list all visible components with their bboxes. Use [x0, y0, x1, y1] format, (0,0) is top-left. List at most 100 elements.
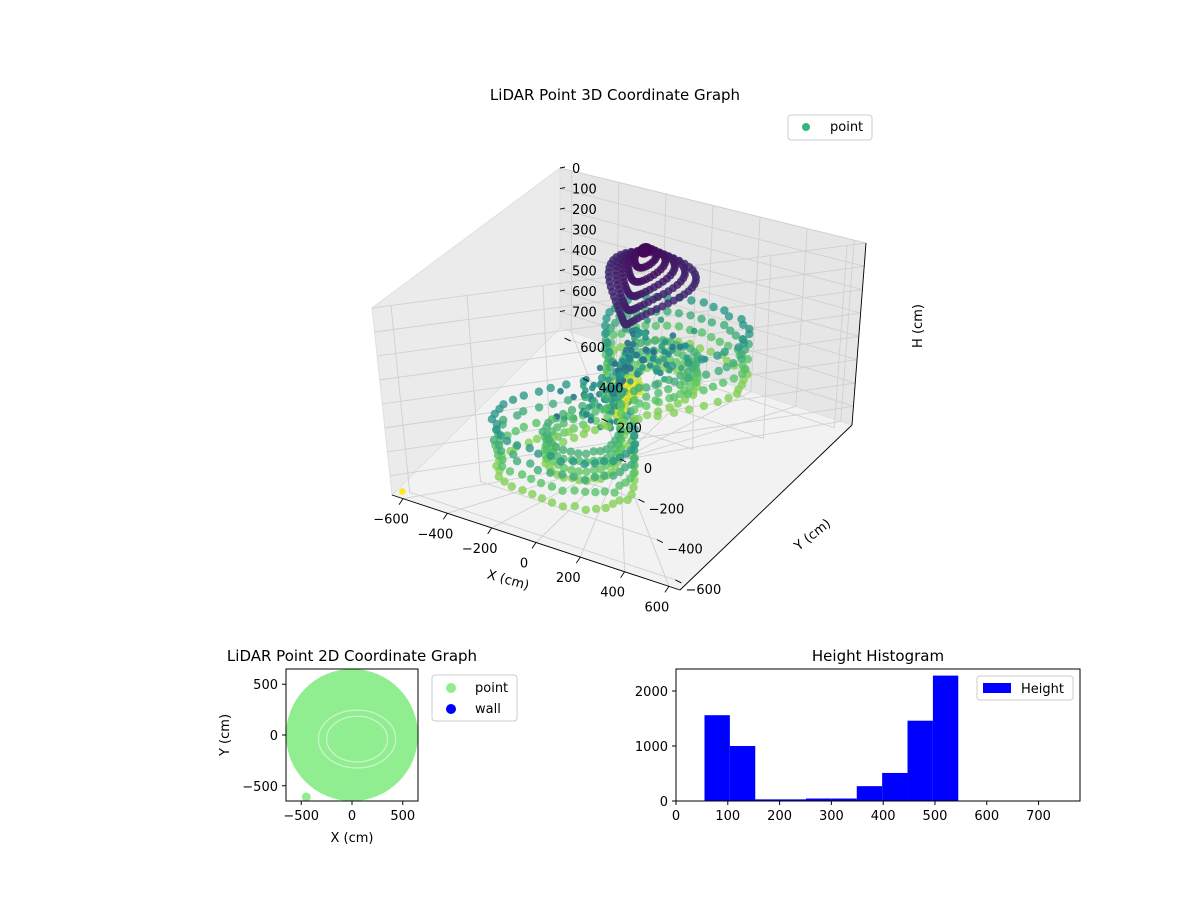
point-3d [558, 486, 567, 495]
grid-line-y [466, 295, 658, 541]
point-3d [570, 393, 577, 401]
point-3d [527, 474, 536, 484]
point-3d [709, 302, 718, 312]
point-3d [621, 478, 630, 487]
histogram-bar [729, 746, 756, 801]
histogram-bar [831, 798, 857, 801]
point-3d [644, 317, 651, 325]
tick-label-3d-x: −600 [373, 513, 409, 528]
point-3d [538, 427, 547, 436]
tick-3d-x [620, 571, 625, 578]
point-3d [542, 445, 552, 454]
point-3d [492, 419, 501, 429]
point-3d [615, 496, 624, 505]
point-3d [663, 307, 672, 316]
tick-label-3d-h: 400 [572, 244, 597, 259]
point-3d [708, 382, 718, 391]
point-3d [706, 347, 716, 356]
point-3d [583, 411, 590, 418]
point-3d [518, 486, 527, 495]
point-3d [569, 472, 578, 481]
point-3d [678, 364, 685, 372]
point-3d [642, 346, 649, 353]
tick-3d-h [559, 248, 566, 251]
tick-label-3d-x: −400 [418, 527, 454, 542]
chart-3d-points [399, 242, 754, 515]
point-3d [569, 457, 578, 466]
chart-2d-legend-point-marker [446, 683, 456, 693]
point-3d [605, 376, 612, 384]
chart-3d-legend-marker [802, 123, 810, 131]
point-3d [591, 488, 600, 497]
axis-3d-h-line [851, 242, 867, 426]
axes-frame-histogram [675, 668, 1081, 802]
point-3d [639, 249, 648, 258]
tick-3d-y [619, 458, 627, 463]
point-3d [536, 478, 546, 488]
point-3d [669, 343, 676, 351]
point-3d [525, 444, 534, 453]
point-3d [737, 354, 746, 363]
grid-line-y [390, 305, 676, 581]
tick-3d-x [443, 513, 448, 520]
chart-2d-legend: point wall [431, 674, 518, 722]
point-3d [596, 447, 605, 456]
tick-3d-h [559, 228, 566, 230]
point-3d [596, 364, 604, 372]
point-3d [616, 386, 626, 395]
point-3d [574, 449, 583, 458]
point-3d [532, 418, 541, 428]
grid-line-x [570, 170, 670, 587]
point-3d [600, 471, 609, 480]
tick-label-2d-y: −500 [242, 780, 278, 795]
point-3d [713, 397, 722, 407]
point-3d [603, 412, 612, 422]
point-3d [534, 449, 543, 458]
chart-3d-title: LiDAR Point 3D Coordinate Graph [490, 86, 740, 104]
point-3d [652, 364, 661, 374]
point-3d [590, 472, 600, 481]
chart-3d-zlabel: H (cm) [911, 304, 926, 348]
tick-3d-h [559, 207, 566, 210]
tick-3d-y [582, 377, 590, 382]
point-3d [734, 343, 743, 352]
tick-label-hist-x: 700 [1026, 809, 1051, 824]
point-disk-2d [286, 669, 418, 801]
point-3d [653, 411, 662, 421]
histogram-bar [704, 715, 730, 801]
tick-3d-x [398, 498, 404, 505]
point-3d [496, 446, 506, 456]
point-3d [634, 368, 643, 377]
point-3d [547, 498, 557, 507]
point-3d [674, 309, 684, 318]
inner-ring-2d [326, 715, 389, 763]
point-3d [548, 399, 558, 408]
point-3d [603, 338, 612, 348]
tick-label-3d-x: 200 [556, 571, 581, 586]
tick-label-hist-y: 1000 [635, 740, 668, 755]
tick-3d-h [559, 166, 566, 169]
point-3d [598, 389, 608, 399]
point-3d [684, 358, 693, 367]
point-3d [591, 416, 601, 425]
point-3d [581, 487, 590, 496]
point-3d [511, 427, 520, 436]
tick-3d-h [559, 310, 566, 313]
point-3d [642, 383, 651, 392]
tick-3d-h [559, 187, 566, 189]
point-3d [534, 403, 544, 412]
point-3d [669, 332, 677, 339]
point-3d [532, 434, 542, 444]
point-3d [699, 298, 708, 307]
point-3d [633, 351, 640, 359]
point-3d [562, 380, 571, 389]
point-3d [683, 374, 693, 383]
point-3d [528, 489, 537, 499]
histogram-bar [856, 786, 883, 801]
tick-label-3d-y: 400 [599, 381, 624, 396]
point-3d [623, 495, 632, 505]
chart-3d-legend-box [787, 114, 873, 141]
point-3d [546, 451, 555, 461]
point-3d [580, 460, 589, 469]
point-3d [602, 314, 611, 323]
